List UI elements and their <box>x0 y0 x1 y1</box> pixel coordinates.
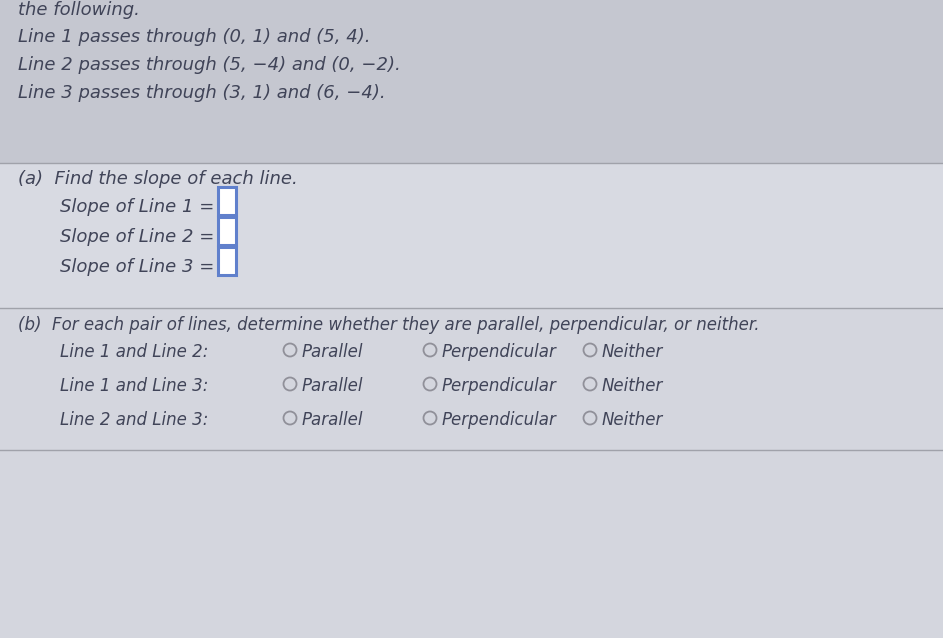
Text: Parallel: Parallel <box>302 377 363 395</box>
Text: Perpendicular: Perpendicular <box>442 377 557 395</box>
Text: Perpendicular: Perpendicular <box>442 411 557 429</box>
Bar <box>0 308 943 638</box>
Text: Neither: Neither <box>602 343 663 361</box>
Text: Slope of Line 1 =: Slope of Line 1 = <box>60 198 220 216</box>
Bar <box>0 0 943 163</box>
FancyBboxPatch shape <box>218 217 236 245</box>
Text: Line 1 passes through (0, 1) and (5, 4).: Line 1 passes through (0, 1) and (5, 4). <box>18 28 371 46</box>
Text: Line 2 passes through (5, −4) and (0, −2).: Line 2 passes through (5, −4) and (0, −2… <box>18 56 401 74</box>
Text: Line 3 passes through (3, 1) and (6, −4).: Line 3 passes through (3, 1) and (6, −4)… <box>18 84 386 102</box>
Bar <box>0 163 943 308</box>
Text: Neither: Neither <box>602 411 663 429</box>
Text: Line 2 and Line 3:: Line 2 and Line 3: <box>60 411 208 429</box>
Text: (b)  For each pair of lines, determine whether they are parallel, perpendicular,: (b) For each pair of lines, determine wh… <box>18 316 759 334</box>
Text: Slope of Line 2 =: Slope of Line 2 = <box>60 228 220 246</box>
Text: Line 1 and Line 2:: Line 1 and Line 2: <box>60 343 208 361</box>
Text: Slope of Line 3 =: Slope of Line 3 = <box>60 258 220 276</box>
Text: the following.: the following. <box>18 1 140 19</box>
FancyBboxPatch shape <box>218 187 236 215</box>
Text: Parallel: Parallel <box>302 343 363 361</box>
Text: Parallel: Parallel <box>302 411 363 429</box>
FancyBboxPatch shape <box>218 247 236 275</box>
Text: Perpendicular: Perpendicular <box>442 343 557 361</box>
Text: Line 1 and Line 3:: Line 1 and Line 3: <box>60 377 208 395</box>
Text: (a)  Find the slope of each line.: (a) Find the slope of each line. <box>18 170 298 188</box>
Text: Neither: Neither <box>602 377 663 395</box>
